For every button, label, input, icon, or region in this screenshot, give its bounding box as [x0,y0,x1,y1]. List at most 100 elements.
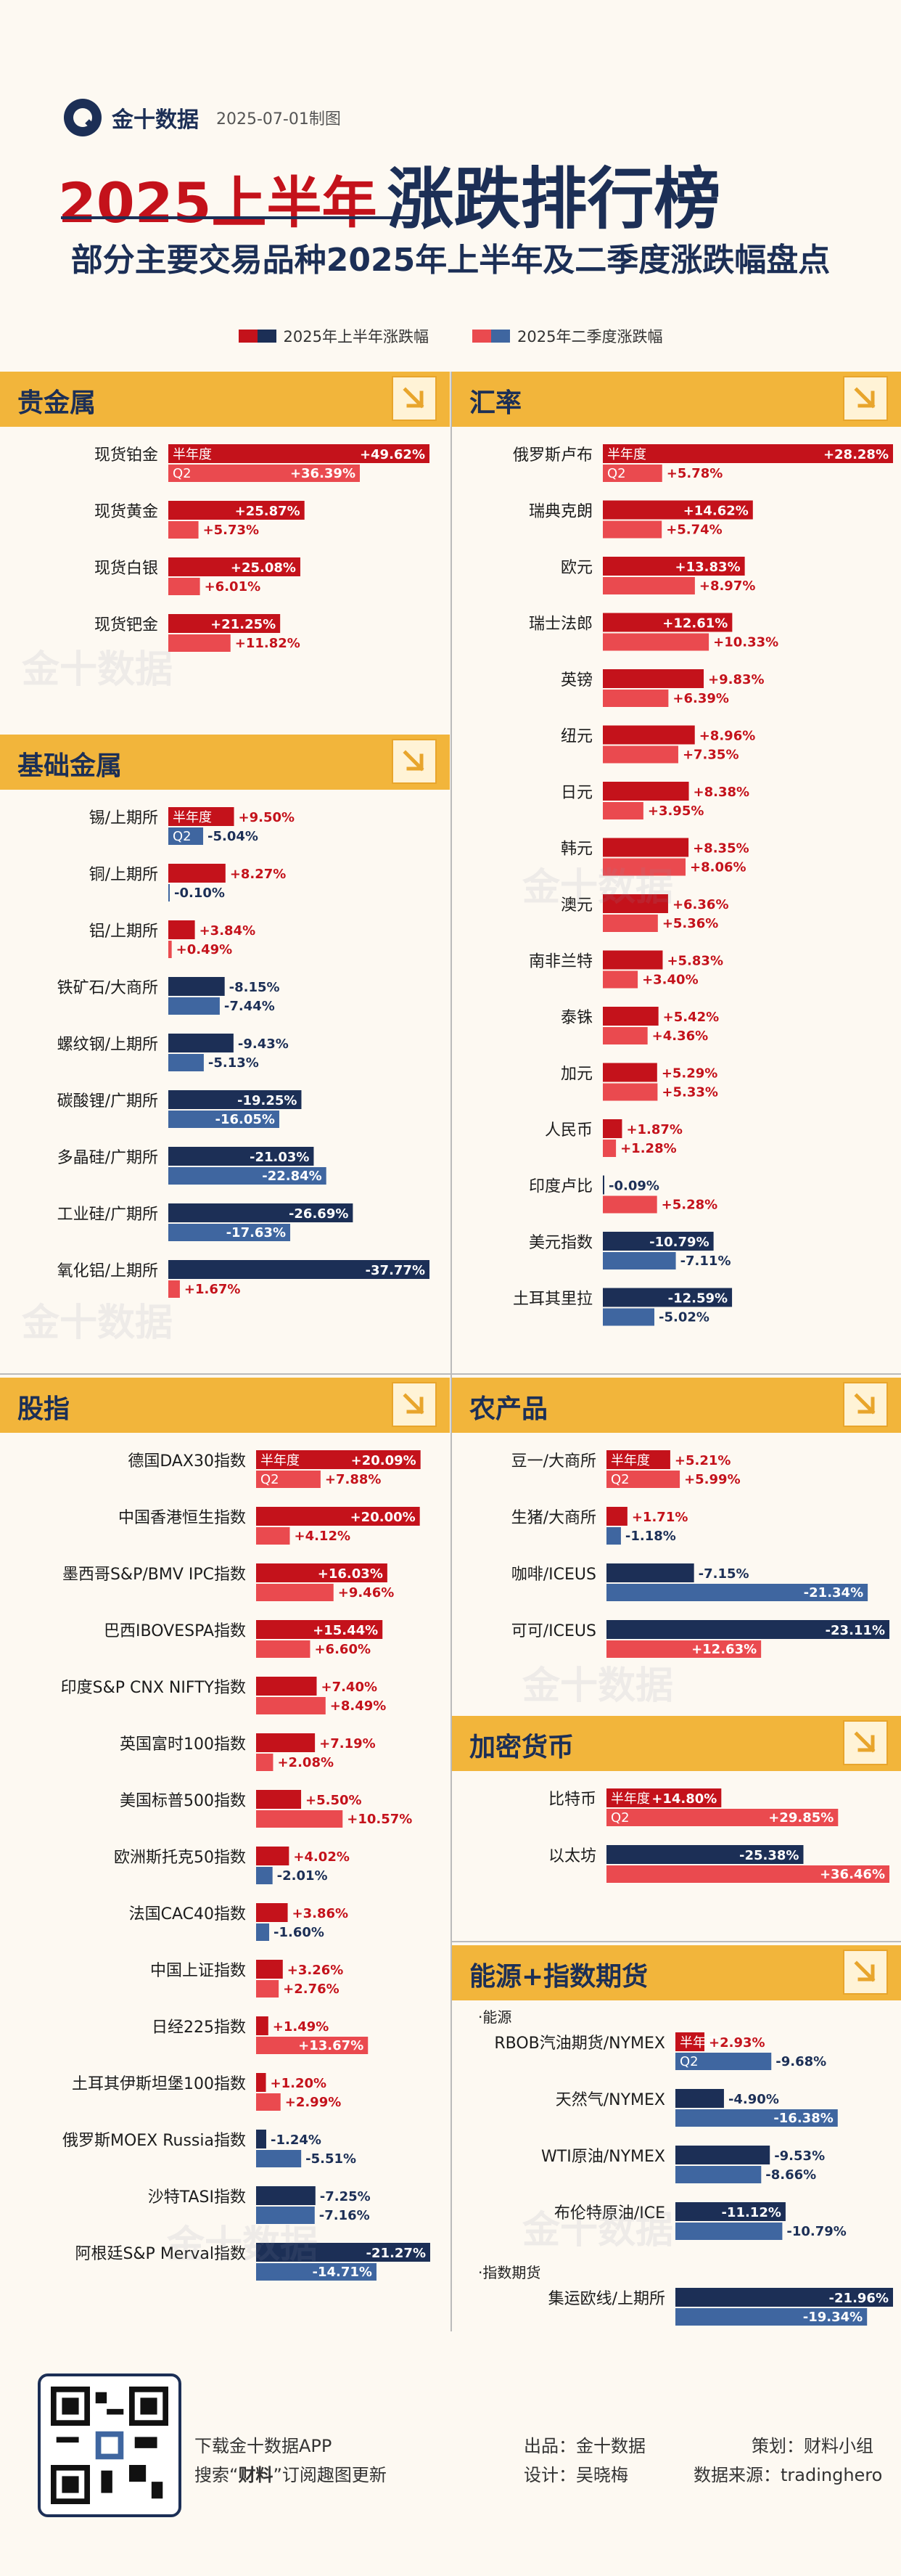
data-label: +49.62% [360,447,425,462]
bar-h1 [256,1450,421,1469]
data-label: +5.33% [662,1085,718,1100]
bar-q2 [256,2263,377,2281]
bar-h1 [603,500,753,520]
data-label: -9.68% [775,2054,826,2069]
arrow-down-right-icon [843,1720,888,1765]
data-label: +2.76% [283,1982,340,1997]
row-divider [0,1373,901,1375]
bar-h1 [168,864,226,883]
data-label: +2.93% [709,2035,765,2050]
data-label: +36.46% [820,1867,885,1882]
arrow-down-right-icon [392,1382,437,1427]
bar-q2 [168,634,231,652]
legend-item-q2: 2025年二季度涨跌幅 [472,325,662,347]
source-credit: 数据来源：tradinghero [694,2465,883,2485]
data-label: +4.12% [294,1529,350,1544]
qr-code[interactable] [38,2373,181,2517]
data-label: +6.60% [314,1642,371,1657]
bar-h1 [603,1063,657,1082]
bar-h1 [603,613,733,632]
bar-q2 [606,1865,889,1883]
column-divider [450,372,452,2331]
bar-h1 [603,444,893,463]
data-label: +8.96% [699,729,756,744]
category-label: 工业硅/广期所 [57,1206,158,1224]
search-pre: 搜索“ [194,2465,239,2485]
data-label: +20.09% [351,1453,416,1468]
category-label: 生猪/大商所 [511,1509,596,1527]
data-label: +25.08% [231,560,296,576]
bar-h1 [606,1450,670,1469]
section-agriculture: 农产品 豆一/大商所 半年度 +5.21% Q2 +5.99% 生猪/大商所 +1.71% -1… [452,1378,901,1712]
section-stock-indices: 股指 德国DAX30指数 半年度 +20.09% Q2 +7.88% 中国香港恒生指数 +20… [0,1378,450,2328]
data-label: +1.49% [273,2019,329,2035]
data-label: +8.49% [330,1698,387,1714]
bar-h1 [256,1733,316,1752]
footer: 下载金十数据APP 搜索“财料”订阅趣图更新 出品：金十数据 策划：财料小组 设… [0,2344,901,2576]
category-label: 英国富时100指数 [120,1735,246,1754]
bar-h1 [603,1288,733,1307]
bar-h1 [675,2146,770,2164]
category-label: 阿根廷S&P Merval指数 [75,2245,246,2263]
bar-q2 [168,465,361,482]
bar-q2 [168,1167,326,1185]
data-label: -21.34% [804,1585,863,1600]
category-label: 法国CAC40指数 [129,1905,246,1923]
data-label: -7.16% [319,2208,370,2223]
bar-h1 [256,1620,383,1639]
bar-q2 [603,970,638,989]
bar-series-label: Q2 [607,466,626,481]
section-energy-futures: 能源+指数期货 ·能源 RBOB汽油期货/NYMEX 半年度 +2.93% Q2 -9.68… [452,1945,901,2330]
category-label: 德国DAX30指数 [128,1452,246,1471]
download-text: 下载金十数据APP [194,2436,332,2456]
bar-q2 [256,2207,315,2224]
category-label: 英镑 [561,671,593,690]
bar-h1 [606,1845,804,1864]
data-label: -7.44% [224,999,275,1014]
bar-q2 [256,1471,321,1488]
data-label: +16.03% [318,1566,383,1582]
data-label: +15.44% [313,1623,378,1638]
bar-q2 [603,1083,658,1101]
data-label: +7.19% [319,1736,376,1751]
bar-h1 [675,2089,724,2108]
bar-q2 [606,1809,839,1826]
category-label: 现货铂金 [94,446,158,465]
bar-h1 [256,2186,316,2205]
data-label: -7.11% [680,1254,731,1269]
category-label: 美国标普500指数 [120,1792,246,1810]
data-label: +5.42% [663,1010,720,1025]
bar-q2 [256,1754,273,1771]
bar-h1 [603,838,689,857]
data-label: +3.84% [199,923,256,939]
category-label: 加元 [561,1066,593,1084]
section-title: 加密货币 [469,1733,575,1762]
category-label: 现货白银 [94,560,158,578]
data-label: +20.00% [350,1510,416,1525]
category-label: 碳酸锂/广期所 [57,1092,158,1111]
category-label: 俄罗斯MOEX Russia指数 [62,2132,246,2150]
brand-name: 金十数据 [112,107,199,133]
data-label: +7.40% [321,1680,377,1695]
bar-h1 [603,950,663,970]
category-label: 集运欧线/上期所 [548,2290,665,2308]
data-label: -8.66% [765,2167,816,2183]
bar-h1 [168,807,234,826]
bar-q2 [603,802,643,819]
category-label: 氧化铝/上期所 [57,1262,158,1280]
bar-h1 [603,1119,622,1138]
bar-q2 [168,521,199,539]
category-label: 欧洲斯托克50指数 [114,1849,246,1867]
bar-h1 [256,2016,268,2035]
section-title: 基础金属 [17,751,123,781]
bar-q2 [675,2223,783,2240]
category-label: 以太坊 [548,1847,596,1865]
data-label: +6.01% [205,579,261,594]
section-title: 贵金属 [17,388,96,418]
data-label: -11.12% [721,2205,781,2220]
bar-q2 [256,2093,281,2111]
jin10-logo-icon [64,99,102,136]
data-label: -22.84% [262,1169,321,1184]
data-label: +5.78% [667,466,723,481]
bar-h1 [256,1790,302,1809]
